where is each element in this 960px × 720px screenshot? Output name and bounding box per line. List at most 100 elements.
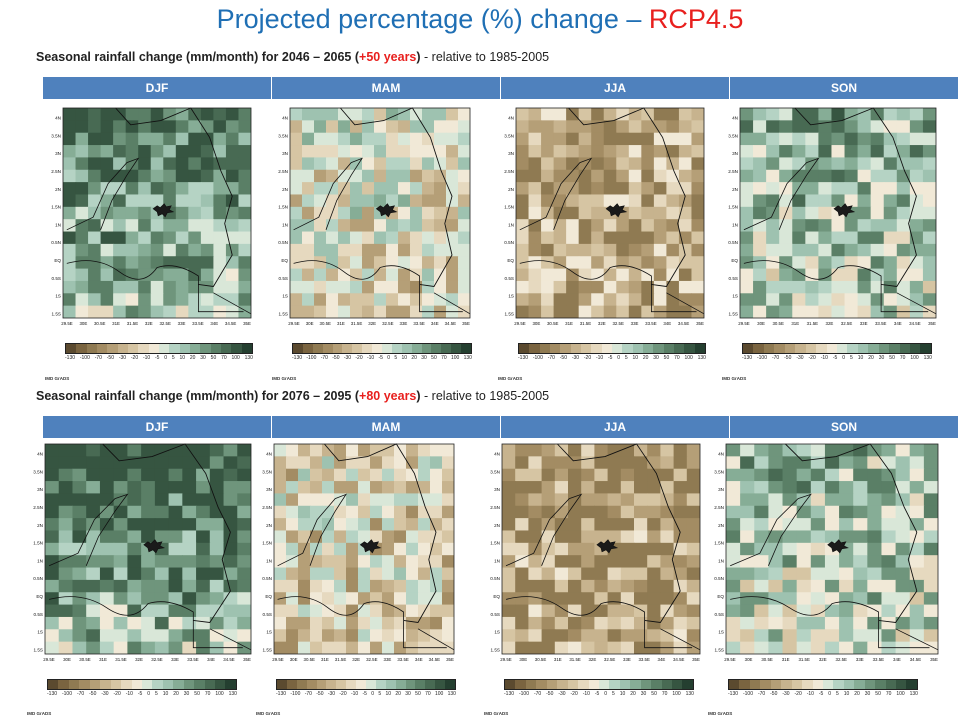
colorbar-label: -100 (306, 355, 317, 361)
lat-tick-label: 1S (282, 294, 288, 299)
colorbar-label: -50 (546, 691, 554, 697)
colorbar-label: -5 (137, 691, 143, 697)
lon-tick-label: 31.5E (127, 321, 139, 326)
colorbar-label: 130 (909, 691, 918, 697)
colorbar-label: 30 (200, 355, 206, 361)
colorbar-label: -30 (571, 355, 580, 361)
lat-tick-label: 1.5N (714, 541, 724, 546)
colorbar-label: 70 (899, 355, 906, 361)
colorbar-swatch (346, 680, 357, 689)
lat-tick-label: 4N (266, 452, 272, 457)
colorbar-swatch (682, 680, 693, 689)
colorbar-swatch (179, 344, 190, 353)
lake-victoria-outline (730, 596, 930, 649)
border-segment (895, 628, 939, 651)
lake-albert-outline (48, 493, 129, 567)
scenario-label: RCP4.5 (648, 4, 744, 34)
colorbar-label: -5 (832, 355, 838, 361)
lon-tick-label: 34.5E (910, 657, 922, 662)
colorbar-swatch (401, 344, 412, 353)
colorbar-label: 130 (244, 355, 253, 361)
lon-tick-label: 34E (894, 321, 902, 326)
lake-kyoga-shape (359, 539, 382, 554)
colorbar-label: 5 (850, 355, 853, 361)
lon-tick-label: 31E (321, 657, 329, 662)
colorbar-label: 130 (447, 691, 456, 697)
colorbar-label: 0 (604, 691, 608, 697)
lat-tick-label: EQ (36, 594, 43, 599)
lon-tick-label: 31.5E (569, 657, 581, 662)
colorbar-label: 20 (411, 355, 417, 361)
map-son-2046-2065: 4N 3.5N 3N 2.5N 2N 1.5N 1N 0.5N EQ 0.5S 1S 1.5S 29.5… (720, 104, 940, 336)
lat-tick-label: 2N (508, 187, 514, 192)
lon-tick-label: 31E (99, 657, 107, 662)
season-header-mam: MAM (272, 77, 501, 99)
colorbar-label: 5 (155, 691, 158, 697)
lat-tick-label: 0.5S (279, 276, 288, 281)
colorbar-swatch (117, 344, 128, 353)
lat-tick-label: 1N (494, 558, 500, 563)
rainfall-grid (274, 444, 454, 654)
colorbar-label: 70 (674, 355, 680, 361)
lat-tick-label: 3.5N (33, 469, 43, 474)
lat-tick-label: 3N (508, 151, 514, 156)
colorbar-label: -5 (608, 355, 613, 361)
grads-credit: IMD GrADS (708, 711, 733, 716)
lon-tick-label: 29.5E (724, 657, 736, 662)
colorbar-swatch (445, 680, 456, 689)
lon-tick-label: 33.5E (638, 657, 650, 662)
lon-tick-label: 29.5E (738, 321, 750, 326)
colorbar-swatch (630, 680, 641, 689)
lon-tick-label: 31E (782, 657, 790, 662)
lon-tick-label: 33E (400, 321, 408, 326)
colorbar-label: -50 (316, 691, 324, 697)
lon-tick-label: 33.5E (873, 657, 885, 662)
rainfall-grid (740, 108, 936, 318)
lake-albert-outline (293, 157, 364, 231)
colorbar-swatch (651, 680, 662, 689)
colorbar-label: 50 (415, 691, 421, 697)
colorbar-swatch (286, 680, 297, 689)
country-border (568, 107, 686, 287)
colorbar-swatch (148, 344, 159, 353)
lat-tick-label: 3N (718, 487, 724, 492)
colorbar-swatch (899, 344, 910, 353)
colorbar-labels: -130 -100 -70 -50 -30 -20 -10 -5 0 5 10 20 30 50 70 100… (292, 355, 472, 361)
colorbar-swatch (107, 344, 118, 353)
colorbar-swatch (215, 680, 226, 689)
colorbar-label: -20 (808, 355, 816, 361)
colorbar-labels: -130 -100 -70 -50 -30 -20 -10 -5 0 5 10 20 30 50 70 100… (518, 355, 706, 361)
colorbar-label: 130 (923, 355, 932, 361)
lat-tick-label: 3.5N (490, 469, 500, 474)
lon-tick-label: 30E (63, 657, 71, 662)
colorbar-label: -70 (304, 691, 312, 697)
colorbar-swatch (110, 680, 122, 689)
colorbar-label: 20 (868, 355, 874, 361)
colorbar-swatch (875, 680, 886, 689)
map-djf-2046-2065: 4N 3.5N 3N 2.5N 2N 1.5N 1N 0.5N EQ 0.5S 1S 1.5S 29.5… (43, 104, 255, 336)
colorbar-swatch (836, 344, 848, 353)
colorbar-swatch (816, 344, 827, 353)
grads-credit: IMD GrADS (272, 376, 297, 381)
lat-tick-label: 0.5S (52, 276, 61, 281)
lon-tick-label: 30.5E (79, 657, 91, 662)
colorbar-label: 100 (910, 355, 919, 361)
colorbar-label: 50 (651, 691, 657, 697)
colorbar-label: 30 (864, 691, 871, 697)
lon-tick-label: 35E (462, 321, 470, 326)
colorbar-label: -130 (728, 691, 739, 697)
colorbar-swatch (356, 680, 367, 689)
colorbar-label: 130 (685, 691, 694, 697)
colorbar-label: -50 (770, 691, 778, 697)
lat-tick-label: 1S (732, 294, 738, 299)
lat-tick-label: 2N (718, 523, 724, 528)
map-frame (62, 107, 252, 319)
lat-tick-label: 4N (732, 116, 738, 121)
map-frame (739, 107, 937, 319)
lon-tick-label: 35E (446, 657, 454, 662)
lake-kyoga-shape (375, 203, 398, 218)
lat-tick-label: 4N (55, 116, 61, 121)
lake-victoria-outline (277, 596, 447, 649)
colorbar-swatch (162, 680, 174, 689)
lon-tick-label: 33E (856, 657, 864, 662)
